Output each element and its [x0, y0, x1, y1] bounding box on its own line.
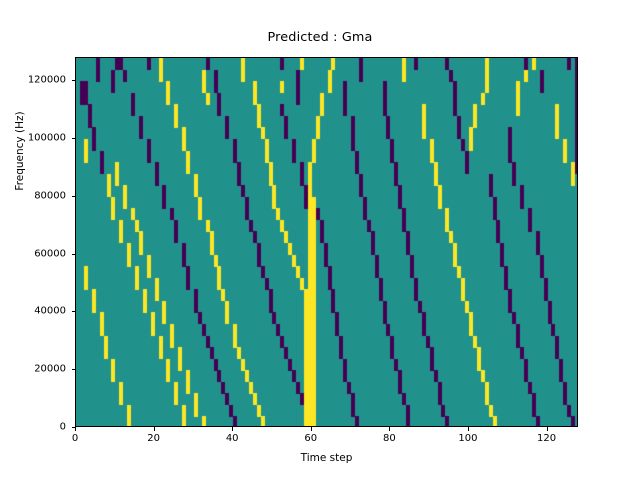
x-tick-mark	[310, 427, 312, 431]
y-tick-label: 60000	[34, 248, 66, 260]
y-tick-mark	[71, 311, 75, 313]
x-tick-label: 100	[458, 433, 478, 444]
x-axis-label: Time step	[300, 452, 353, 464]
chart-title: Predicted : Gma	[267, 30, 373, 45]
heatmap-canvas	[76, 58, 577, 426]
x-tick-label: 20	[147, 433, 160, 444]
x-tick-mark	[75, 427, 76, 431]
y-tick-label: 40000	[34, 305, 66, 317]
y-tick-label: 0	[59, 421, 66, 433]
x-tick-label: 0	[71, 433, 79, 444]
x-tick-mark	[232, 427, 234, 431]
y-tick-mark	[71, 427, 75, 428]
x-tick-mark	[153, 427, 155, 431]
x-tick-mark	[546, 427, 548, 431]
x-tick-mark	[467, 427, 469, 431]
heatmap-axes[interactable]	[75, 57, 578, 427]
y-tick-mark	[71, 253, 75, 255]
x-tick-label: 120	[537, 433, 557, 444]
x-tick-mark	[389, 427, 391, 431]
x-tick-label: 60	[304, 433, 318, 444]
y-tick-label: 80000	[34, 190, 66, 202]
x-tick-label: 40	[225, 433, 239, 444]
y-tick-mark	[71, 137, 75, 139]
y-tick-label: 20000	[34, 363, 66, 375]
y-tick-mark	[71, 195, 75, 197]
x-tick-label: 80	[383, 433, 396, 444]
y-tick-mark	[71, 80, 75, 82]
y-tick-mark	[71, 369, 75, 371]
y-tick-label: 100000	[27, 132, 66, 144]
y-tick-label: 120000	[27, 74, 66, 86]
y-axis-label: Frequency (Hz)	[14, 111, 26, 191]
